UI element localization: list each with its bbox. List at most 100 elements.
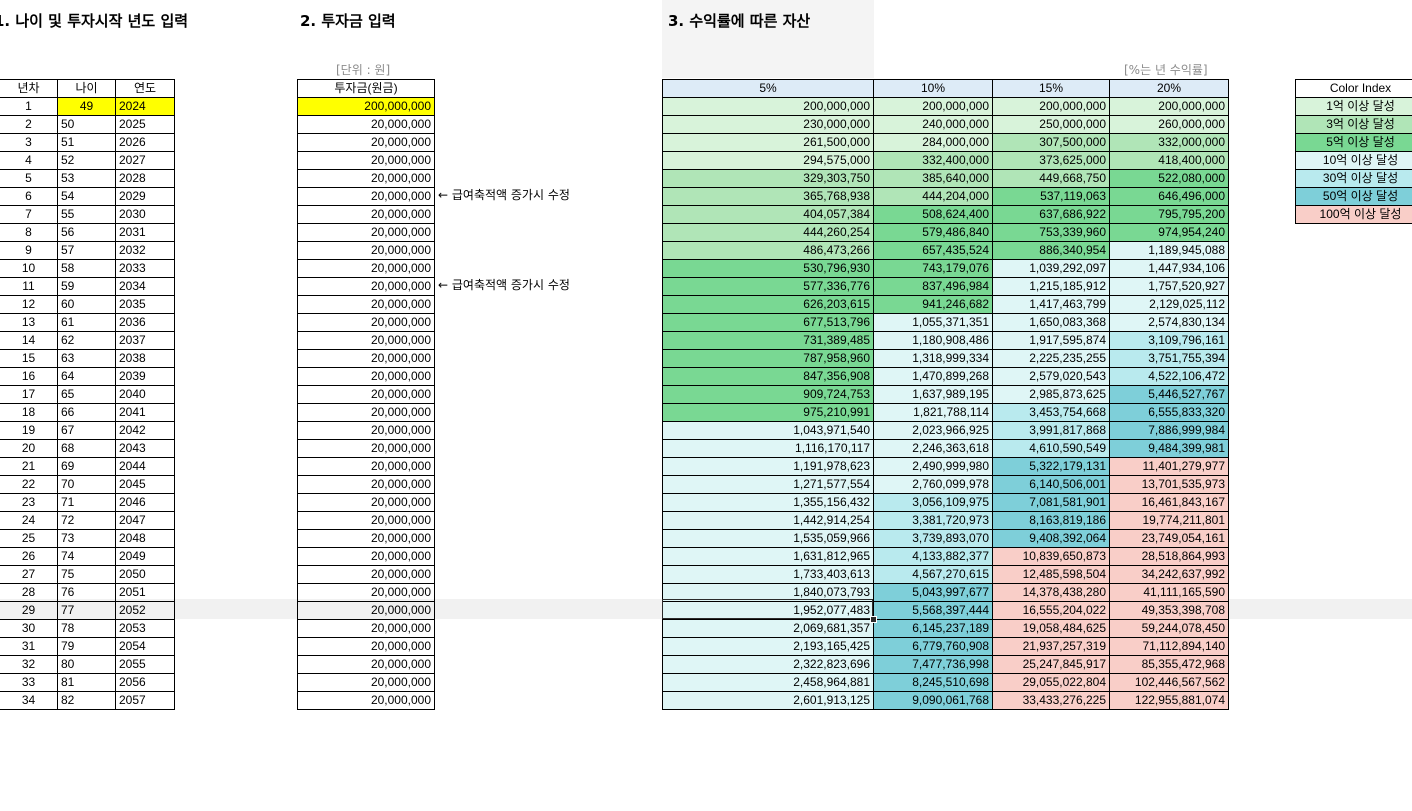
asset-value-cell[interactable]: 2,579,020,543: [992, 367, 1110, 386]
asset-value-cell[interactable]: 2,490,999,980: [873, 457, 993, 476]
asset-value-cell[interactable]: 1,757,520,927: [1109, 277, 1229, 296]
year-cell[interactable]: 2046: [115, 493, 175, 512]
principal-cell[interactable]: 20,000,000: [297, 403, 435, 422]
asset-value-cell[interactable]: 2,322,823,696: [662, 655, 874, 674]
principal-cell[interactable]: 20,000,000: [297, 529, 435, 548]
age-cell[interactable]: 81: [57, 673, 116, 692]
principal-cell[interactable]: 20,000,000: [297, 169, 435, 188]
year-cell[interactable]: 2030: [115, 205, 175, 224]
year-cell[interactable]: 2056: [115, 673, 175, 692]
age-cell[interactable]: 51: [57, 133, 116, 152]
age-cell[interactable]: 59: [57, 277, 116, 296]
asset-value-cell[interactable]: 1,733,403,613: [662, 565, 874, 584]
year-cell[interactable]: 2027: [115, 151, 175, 170]
principal-cell[interactable]: 20,000,000: [297, 655, 435, 674]
age-cell[interactable]: 50: [57, 115, 116, 134]
asset-value-cell[interactable]: 1,637,989,195: [873, 385, 993, 404]
asset-value-cell[interactable]: 677,513,796: [662, 313, 874, 332]
age-cell[interactable]: 55: [57, 205, 116, 224]
age-cell[interactable]: 80: [57, 655, 116, 674]
asset-value-cell[interactable]: 1,043,971,540: [662, 421, 874, 440]
year-cell[interactable]: 2048: [115, 529, 175, 548]
asset-value-cell[interactable]: 2,225,235,255: [992, 349, 1110, 368]
asset-value-cell[interactable]: 1,650,083,368: [992, 313, 1110, 332]
age-cell[interactable]: 65: [57, 385, 116, 404]
asset-value-cell[interactable]: 5,568,397,444: [873, 601, 993, 620]
year-cell[interactable]: 2029: [115, 187, 175, 206]
principal-cell[interactable]: 20,000,000: [297, 133, 435, 152]
principal-cell[interactable]: 20,000,000: [297, 115, 435, 134]
asset-value-cell[interactable]: 294,575,000: [662, 151, 874, 170]
asset-value-cell[interactable]: 626,203,615: [662, 295, 874, 314]
year-index-cell[interactable]: 28: [0, 583, 58, 602]
year-cell[interactable]: 2036: [115, 313, 175, 332]
year-index-cell[interactable]: 9: [0, 241, 58, 260]
asset-value-cell[interactable]: 3,381,720,973: [873, 511, 993, 530]
asset-value-cell[interactable]: 25,247,845,917: [992, 655, 1110, 674]
principal-cell[interactable]: 20,000,000: [297, 151, 435, 170]
fill-handle[interactable]: [870, 616, 877, 623]
principal-cell[interactable]: 20,000,000: [297, 241, 435, 260]
principal-cell[interactable]: 20,000,000: [297, 331, 435, 350]
age-cell[interactable]: 49: [57, 97, 116, 116]
year-cell[interactable]: 2024: [115, 97, 175, 116]
asset-value-cell[interactable]: 2,601,913,125: [662, 691, 874, 710]
year-cell[interactable]: 2052: [115, 601, 175, 620]
year-cell[interactable]: 2040: [115, 385, 175, 404]
asset-value-cell[interactable]: 373,625,000: [992, 151, 1110, 170]
age-cell[interactable]: 64: [57, 367, 116, 386]
asset-value-cell[interactable]: 975,210,991: [662, 403, 874, 422]
asset-value-cell[interactable]: 530,796,930: [662, 259, 874, 278]
asset-value-cell[interactable]: 5,043,997,677: [873, 583, 993, 602]
asset-value-cell[interactable]: 3,056,109,975: [873, 493, 993, 512]
rate-header[interactable]: 5%: [662, 79, 874, 98]
year-index-cell[interactable]: 3: [0, 133, 58, 152]
asset-value-cell[interactable]: 200,000,000: [873, 97, 993, 116]
year-cell[interactable]: 2049: [115, 547, 175, 566]
asset-value-cell[interactable]: 332,400,000: [873, 151, 993, 170]
year-index-cell[interactable]: 25: [0, 529, 58, 548]
principal-cell[interactable]: 20,000,000: [297, 673, 435, 692]
asset-value-cell[interactable]: 1,917,595,874: [992, 331, 1110, 350]
asset-value-cell[interactable]: 329,303,750: [662, 169, 874, 188]
principal-cell[interactable]: 20,000,000: [297, 295, 435, 314]
asset-value-cell[interactable]: 102,446,567,562: [1109, 673, 1229, 692]
asset-value-cell[interactable]: 5,322,179,131: [992, 457, 1110, 476]
year-cell[interactable]: 2055: [115, 655, 175, 674]
asset-value-cell[interactable]: 3,739,893,070: [873, 529, 993, 548]
asset-value-cell[interactable]: 13,701,535,973: [1109, 475, 1229, 494]
year-index-cell[interactable]: 26: [0, 547, 58, 566]
asset-value-cell[interactable]: 4,522,106,472: [1109, 367, 1229, 386]
year-index-cell[interactable]: 5: [0, 169, 58, 188]
year-index-cell[interactable]: 19: [0, 421, 58, 440]
principal-cell[interactable]: 20,000,000: [297, 511, 435, 530]
asset-value-cell[interactable]: 449,668,750: [992, 169, 1110, 188]
age-cell[interactable]: 62: [57, 331, 116, 350]
year-index-cell[interactable]: 16: [0, 367, 58, 386]
asset-value-cell[interactable]: 4,567,270,615: [873, 565, 993, 584]
asset-value-cell[interactable]: 1,355,156,432: [662, 493, 874, 512]
asset-value-cell[interactable]: 307,500,000: [992, 133, 1110, 152]
legend-item[interactable]: 1억 이상 달성: [1295, 97, 1412, 116]
age-cell[interactable]: 57: [57, 241, 116, 260]
asset-value-cell[interactable]: 444,260,254: [662, 223, 874, 242]
asset-value-cell[interactable]: 404,057,384: [662, 205, 874, 224]
age-cell[interactable]: 76: [57, 583, 116, 602]
legend-item[interactable]: 50억 이상 달성: [1295, 187, 1412, 206]
asset-value-cell[interactable]: 385,640,000: [873, 169, 993, 188]
asset-value-cell[interactable]: 71,112,894,140: [1109, 637, 1229, 656]
asset-value-cell[interactable]: 486,473,266: [662, 241, 874, 260]
age-cell[interactable]: 69: [57, 457, 116, 476]
age-cell[interactable]: 72: [57, 511, 116, 530]
asset-value-cell[interactable]: 284,000,000: [873, 133, 993, 152]
asset-value-cell[interactable]: 2,246,363,618: [873, 439, 993, 458]
age-cell[interactable]: 53: [57, 169, 116, 188]
year-cell[interactable]: 2053: [115, 619, 175, 638]
asset-value-cell[interactable]: 6,145,237,189: [873, 619, 993, 638]
year-index-cell[interactable]: 2: [0, 115, 58, 134]
asset-value-cell[interactable]: 1,318,999,334: [873, 349, 993, 368]
asset-value-cell[interactable]: 1,215,185,912: [992, 277, 1110, 296]
principal-cell[interactable]: 20,000,000: [297, 367, 435, 386]
asset-value-cell[interactable]: 1,116,170,117: [662, 439, 874, 458]
asset-value-cell[interactable]: 1,447,934,106: [1109, 259, 1229, 278]
